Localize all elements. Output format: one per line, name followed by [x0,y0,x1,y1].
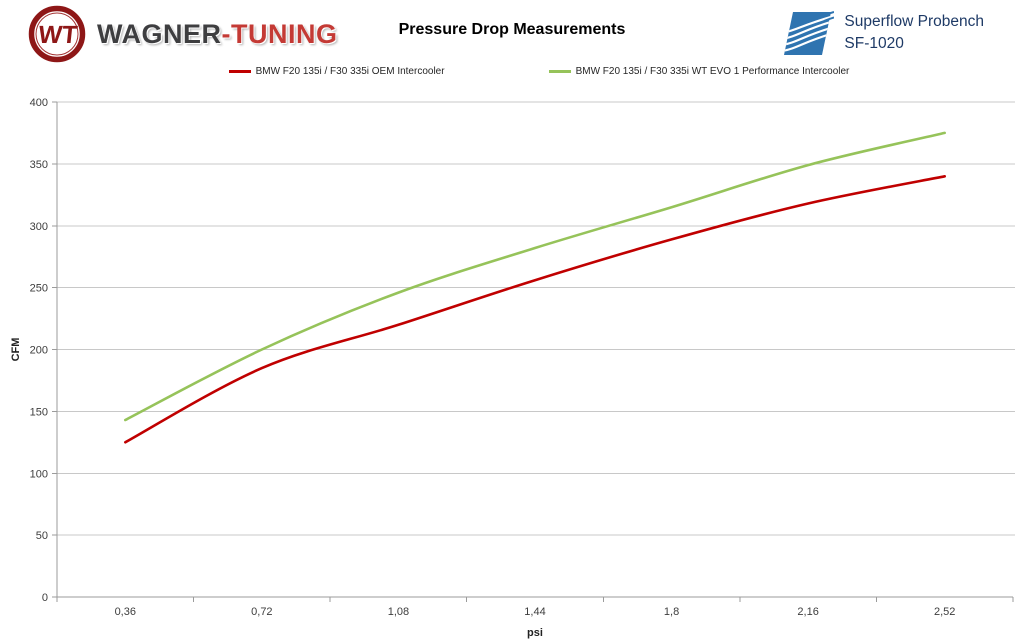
legend-line-sample-evo [548,70,571,73]
page-title: Pressure Drop Measurements [398,21,626,38]
wagner-monogram-letters: WT [37,21,79,49]
series-line-oem [124,175,946,444]
legend-item-evo: BMW F20 135i / F30 335i WT EVO 1 Perform… [548,66,850,77]
x-tick-label-2: 1,08 [388,606,409,618]
y-tick-label-300: 300 [30,221,48,233]
superflow-logo: Superflow Probench SF-1020 [782,9,984,59]
legend-label-oem: BMW F20 135i / F30 335i OEM Intercooler [255,66,445,77]
x-tick-label-3: 1,44 [524,606,545,618]
legend-label-evo: BMW F20 135i / F30 335i WT EVO 1 Perform… [575,66,850,77]
x-tick-label-1: 0,72 [251,606,272,618]
wagner-wordmark: WAGNER-TUNING [97,19,337,50]
superflow-icon [784,11,835,55]
chart-legend: BMW F20 135i / F30 335i OEM Intercooler … [0,66,1024,77]
x-tick-label-6: 2,52 [934,606,955,618]
y-tick-label-200: 200 [30,345,48,357]
x-axis-title: psi [527,627,543,639]
wagner-tuning-logo: WT WAGNER-TUNING [28,5,337,63]
y-tick-label-400: 400 [30,97,48,109]
superflow-text: Superflow Probench SF-1020 [844,9,984,54]
legend-line-sample-oem [228,70,251,73]
y-tick-label-350: 350 [30,159,48,171]
y-tick-label-250: 250 [30,283,48,295]
y-tick-label-0: 0 [42,592,48,604]
x-tick-label-5: 2,16 [797,606,818,618]
x-tick-label-4: 1,8 [664,606,679,618]
superflow-model: SF-1020 [844,34,904,52]
y-axis-title: CFM [10,338,22,362]
y-tick-label-100: 100 [30,468,48,480]
wagner-wordmark-red: -TUNING [221,18,338,49]
wagner-monogram-icon: WT [28,5,86,63]
legend-item-oem: BMW F20 135i / F30 335i OEM Intercooler [228,66,445,77]
x-tick-label-0: 0,36 [115,606,136,618]
superflow-name: Superflow Probench [844,13,984,30]
series-line-evo [124,131,946,422]
y-tick-label-50: 50 [36,530,48,542]
y-tick-label-150: 150 [30,406,48,418]
wagner-wordmark-dark: WAGNER [97,18,222,49]
